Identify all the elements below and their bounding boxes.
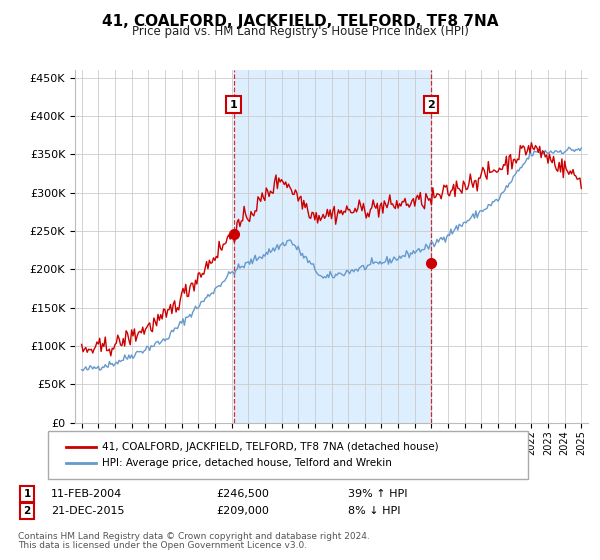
Text: 8% ↓ HPI: 8% ↓ HPI: [348, 506, 401, 516]
Text: HPI: Average price, detached house, Telford and Wrekin: HPI: Average price, detached house, Telf…: [102, 458, 392, 468]
Text: 41, COALFORD, JACKFIELD, TELFORD, TF8 7NA (detached house): 41, COALFORD, JACKFIELD, TELFORD, TF8 7N…: [102, 442, 439, 452]
Bar: [233, 70, 431, 423]
Text: 11-FEB-2004: 11-FEB-2004: [51, 489, 122, 499]
Text: 39% ↑ HPI: 39% ↑ HPI: [348, 489, 407, 499]
Text: 1: 1: [23, 489, 31, 499]
Text: Contains HM Land Registry data © Crown copyright and database right 2024.: Contains HM Land Registry data © Crown c…: [18, 532, 370, 541]
Text: 41, COALFORD, JACKFIELD, TELFORD, TF8 7NA: 41, COALFORD, JACKFIELD, TELFORD, TF8 7N…: [102, 14, 498, 29]
Text: Price paid vs. HM Land Registry's House Price Index (HPI): Price paid vs. HM Land Registry's House …: [131, 25, 469, 38]
Text: 2: 2: [23, 506, 31, 516]
Text: 1: 1: [230, 100, 238, 110]
Text: This data is licensed under the Open Government Licence v3.0.: This data is licensed under the Open Gov…: [18, 541, 307, 550]
Text: £246,500: £246,500: [216, 489, 269, 499]
Text: 2: 2: [427, 100, 435, 110]
Text: £209,000: £209,000: [216, 506, 269, 516]
Text: 21-DEC-2015: 21-DEC-2015: [51, 506, 125, 516]
